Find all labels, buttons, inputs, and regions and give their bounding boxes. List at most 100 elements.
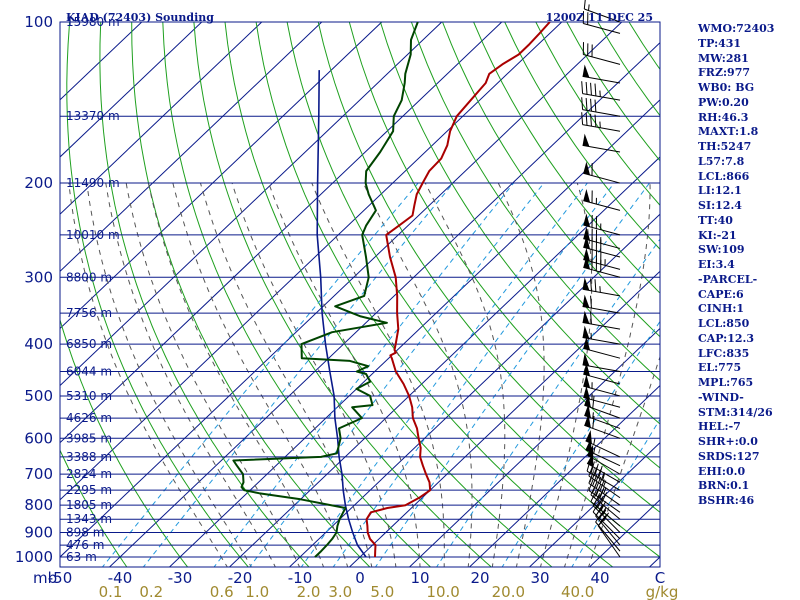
- temperature-tick-label: -30: [168, 569, 193, 587]
- wind-barb-full: [581, 81, 584, 94]
- pressure-unit-label: mb: [33, 569, 57, 587]
- wind-barb-full: [590, 278, 592, 291]
- temperature-unit-label: C: [655, 569, 665, 587]
- wind-barb-full: [590, 311, 592, 325]
- wind-barb-staff: [582, 109, 621, 117]
- wind-barb-full: [590, 490, 597, 502]
- moist-adiabat-line: [68, 183, 228, 567]
- isotherm-line: [60, 22, 203, 158]
- temperature-tick-label: 0: [355, 569, 365, 587]
- wind-barbs: [581, 0, 621, 558]
- wind-barb-staff: [597, 525, 621, 558]
- wind-barb-full: [585, 113, 588, 126]
- wind-barb-full: [590, 461, 595, 474]
- height-label: 898 m: [66, 526, 104, 540]
- wind-barb-staff: [582, 144, 621, 153]
- wind-barb: [583, 213, 621, 236]
- wind-barb: [581, 97, 621, 117]
- moist-adiabat-line: [563, 183, 651, 567]
- height-label: 11490 m: [66, 176, 120, 190]
- wind-barb-full: [594, 114, 597, 127]
- index-line: TP:431: [698, 36, 742, 50]
- wind-barb: [584, 414, 621, 439]
- wind-barb: [582, 310, 621, 330]
- wind-barb-flag: [583, 336, 591, 351]
- index-line: TT:40: [698, 213, 733, 227]
- wind-barb-full: [583, 0, 586, 10]
- height-label: 1343 m: [66, 512, 112, 526]
- height-label: 6044 m: [66, 364, 112, 378]
- wind-barb-full: [594, 99, 597, 112]
- moist-adiabat-line: [268, 182, 421, 567]
- wind-barb-full: [590, 82, 592, 96]
- temperature-tick-label: 10: [410, 569, 429, 587]
- isotherm-line: [60, 22, 383, 330]
- index-line: MPL:765: [698, 376, 754, 389]
- index-line: SHR+:0.0: [698, 435, 758, 448]
- dewpoint-trace: [232, 22, 419, 558]
- mixing-ratio-lines: [101, 182, 660, 567]
- wind-barb: [583, 362, 621, 385]
- wind-barb-full: [599, 471, 605, 484]
- pressure-tick-label: 800: [24, 496, 53, 514]
- pressure-tick-label: 400: [24, 335, 53, 353]
- wind-barb: [592, 501, 621, 540]
- wind-barb: [583, 188, 621, 211]
- height-label: 1805 m: [66, 498, 112, 512]
- wind-barb-flag: [583, 362, 591, 377]
- wind-barb-staff: [585, 440, 621, 458]
- wind-barb-full: [592, 416, 595, 429]
- parcel-line: [316, 70, 367, 558]
- moist-adiabat-line: [86, 183, 252, 567]
- station-title: KIAD (72403) Sounding: [66, 11, 214, 24]
- wind-barb-full: [592, 395, 595, 409]
- index-line: SRDS:127: [698, 449, 760, 463]
- mixing-ratio-tick-label: 1.0: [245, 583, 269, 600]
- index-line: STM:314/26: [698, 405, 773, 419]
- wind-barb-full: [581, 112, 584, 125]
- wind-barb: [583, 227, 621, 249]
- wind-barb-full: [581, 97, 584, 110]
- index-line: EL:775: [698, 361, 742, 375]
- height-labels: 15980 m 13370 m 11490 m 10010 m 8800 m 7756 m…: [66, 15, 120, 564]
- mixing-ratio-tick-label: 20.0: [492, 583, 525, 600]
- wind-barb: [582, 11, 621, 34]
- mixing-ratio-line: [142, 182, 454, 567]
- wind-barb-staff: [582, 93, 621, 101]
- moist-adiabat-line: [497, 182, 545, 567]
- wind-barb: [586, 459, 621, 491]
- mixing-ratio-tick-label: 0.1: [99, 583, 123, 600]
- moist-adiabat-line: [147, 182, 325, 567]
- wind-barb-staff: [590, 501, 621, 527]
- height-label: 7756 m: [66, 306, 112, 320]
- mixing-ratio-tick-label: 10.0: [426, 583, 459, 600]
- wind-barb: [583, 336, 621, 359]
- height-label: 5310 m: [66, 389, 112, 403]
- index-line: LI:12.1: [698, 184, 742, 198]
- wind-barb: [583, 385, 621, 408]
- wind-barb: [583, 161, 621, 184]
- dry-adiabat-lines: [60, 22, 660, 567]
- wind-barb: [582, 42, 621, 65]
- dry-adiabat-line: [255, 22, 614, 567]
- wind-barb-staff: [592, 505, 621, 533]
- temperature-axis-labels: -50 -40 -30 -20 -10 0 10 20 30 40 C: [48, 569, 665, 587]
- isotherm-line: [60, 22, 503, 444]
- height-label: 2295 m: [66, 483, 112, 497]
- index-line: MW:281: [698, 51, 749, 65]
- wind-barb-flag: [584, 414, 591, 428]
- wind-barb-full: [595, 504, 604, 516]
- wind-barb-flag: [583, 213, 591, 227]
- wind-barb-staff: [584, 414, 621, 429]
- temperature-tick-label: 30: [530, 569, 549, 587]
- wind-barb-staff: [583, 347, 621, 359]
- index-line: SW:109: [698, 243, 745, 257]
- moist-adiabat-line: [172, 182, 349, 567]
- wind-barb-full: [595, 469, 602, 482]
- wind-barb-flag: [583, 227, 591, 241]
- wind-barb-staff: [586, 470, 621, 491]
- wind-barb-staff: [588, 475, 621, 499]
- wind-barb-full: [594, 83, 597, 96]
- mixing-ratio-tick-label: 0.6: [210, 583, 234, 600]
